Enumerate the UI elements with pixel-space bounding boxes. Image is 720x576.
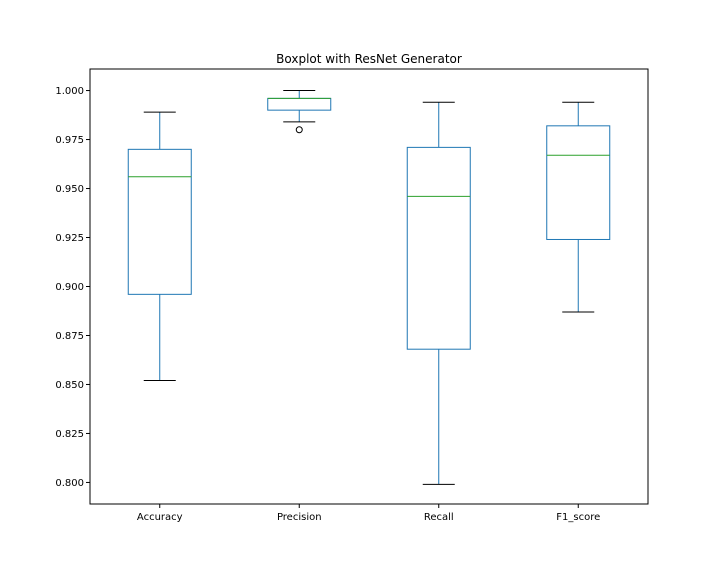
iqr-box bbox=[127, 148, 192, 295]
y-tick-label: 0.850 bbox=[55, 380, 84, 391]
iqr-box bbox=[267, 97, 332, 111]
y-tick-label: 0.800 bbox=[55, 478, 84, 489]
y-tick-label: 0.950 bbox=[55, 184, 84, 195]
iqr-box bbox=[406, 146, 471, 350]
y-axis: 0.800 0.825 0.850 0.875 0.900 0.925 0.950 0.975… bbox=[55, 86, 90, 489]
plot-frame bbox=[89, 68, 649, 505]
boxes-group bbox=[127, 90, 611, 485]
x-tick-label: F1_score bbox=[556, 512, 600, 523]
y-tick-label: 0.900 bbox=[55, 282, 84, 293]
box-precision bbox=[267, 90, 332, 134]
box-accuracy bbox=[127, 111, 192, 382]
x-tick-label: Precision bbox=[277, 512, 322, 523]
y-tick-label: 0.825 bbox=[55, 429, 84, 440]
chart-title: Boxplot with ResNet Generator bbox=[276, 52, 462, 66]
x-axis: Accuracy Precision Recall F1_score bbox=[137, 504, 600, 523]
y-tick-label: 0.975 bbox=[55, 135, 84, 146]
y-tick-label: 0.925 bbox=[55, 233, 84, 244]
x-tick-label: Accuracy bbox=[137, 512, 183, 523]
y-tick-label: 1.000 bbox=[55, 86, 84, 97]
box-f1-score bbox=[546, 101, 611, 313]
box-recall bbox=[406, 101, 471, 485]
x-tick-label: Recall bbox=[424, 512, 454, 523]
outlier-point bbox=[295, 126, 303, 134]
iqr-box bbox=[546, 125, 611, 240]
y-tick-label: 0.875 bbox=[55, 331, 84, 342]
